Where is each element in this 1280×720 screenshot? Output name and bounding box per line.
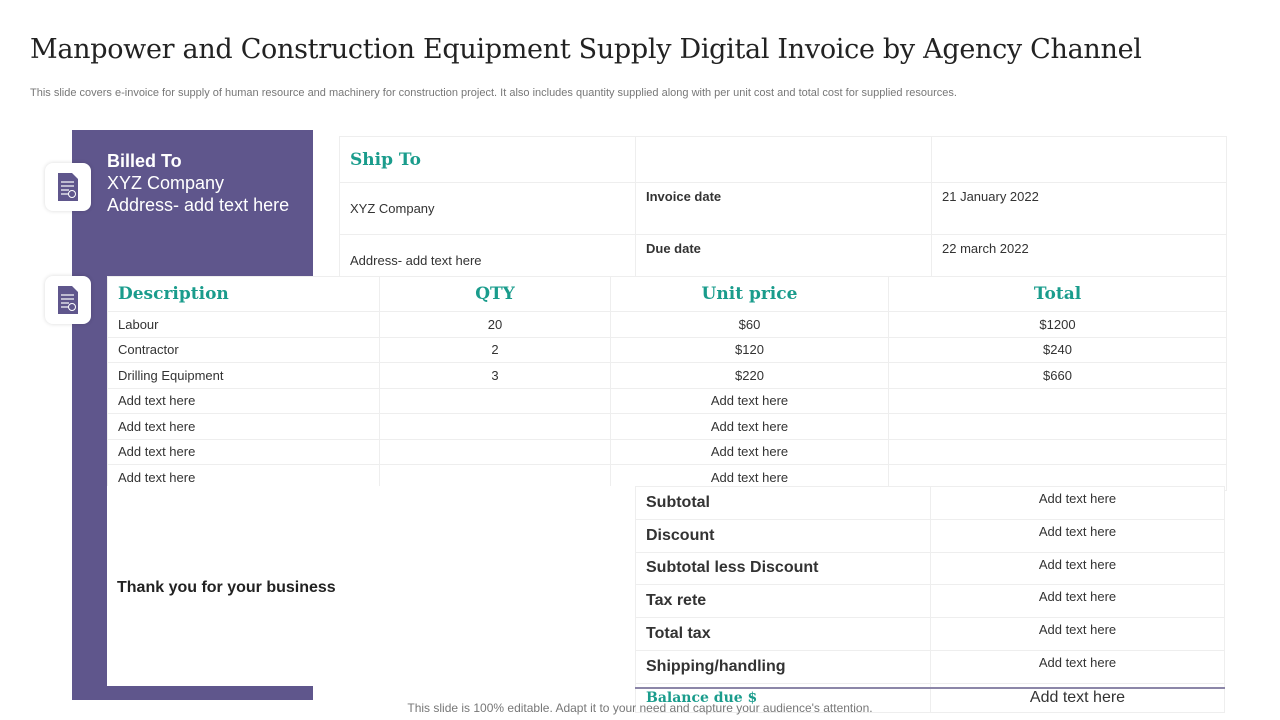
cell-total	[888, 387, 1227, 414]
cell-description: Add text here	[107, 387, 380, 414]
document-icon	[45, 163, 91, 211]
summary-label: Subtotal less Discount	[635, 551, 931, 586]
billed-company: XYZ Company	[107, 173, 225, 193]
summary-label: Discount	[635, 518, 931, 553]
summary-row: Subtotal less Discount Add text here	[635, 551, 1225, 586]
ship-table: Ship To XYZ Company Invoice date 21 Januar…	[339, 136, 1227, 287]
cell-description: Contractor	[107, 336, 380, 363]
cell-description: Drilling Equipment	[107, 362, 380, 389]
cell-unit-price: Add text here	[610, 387, 889, 414]
summary-row: Tax rete Add text here	[635, 584, 1225, 619]
summary-row: Subtotal Add text here	[635, 486, 1225, 520]
cell-total	[888, 413, 1227, 440]
summary-value: Add text here	[930, 649, 1225, 684]
summary-label: Subtotal	[635, 486, 931, 520]
header-description: Description	[107, 276, 380, 312]
document-icon	[45, 276, 91, 324]
summary-value: Add text here	[930, 486, 1225, 520]
summary-label: Total tax	[635, 617, 931, 651]
summary-row: Total tax Add text here	[635, 617, 1225, 651]
table-row: Labour 20 $60 $1200	[107, 311, 1227, 338]
summary-row: Shipping/handling Add text here	[635, 649, 1225, 684]
summary-table: Subtotal Add text here Discount Add text he…	[635, 486, 1225, 713]
billed-to: Billed To XYZ Company Address- add text …	[107, 150, 289, 216]
summary-value: Add text here	[930, 518, 1225, 553]
billed-address: Address- add text here	[107, 195, 290, 215]
thanks-box: Thank you for your business	[107, 486, 636, 686]
header-unit-price: Unit price	[610, 276, 889, 312]
ship-heading: Ship To	[339, 136, 636, 183]
summary-value: Add text here	[930, 584, 1225, 619]
cell-qty: 3	[379, 362, 611, 389]
invoice-date-label: Invoice date	[635, 182, 932, 235]
summary-label: Shipping/handling	[635, 649, 931, 684]
cell-unit-price: $120	[610, 336, 889, 363]
table-row: Add text here Add text here	[107, 413, 1227, 440]
cell-qty: 20	[379, 311, 611, 338]
table-row: Add text here Add text here	[107, 438, 1227, 465]
cell-qty	[379, 438, 611, 465]
cell-total: $660	[888, 362, 1227, 389]
summary-label: Tax rete	[635, 584, 931, 619]
cell-unit-price: Add text here	[610, 413, 889, 440]
table-row: Add text here Add text here	[107, 387, 1227, 414]
header-total: Total	[888, 276, 1227, 312]
divider	[635, 687, 1225, 689]
cell-description: Add text here	[107, 413, 380, 440]
cell-qty: 2	[379, 336, 611, 363]
page-title: Manpower and Construction Equipment Supp…	[30, 34, 1142, 65]
summary-row: Discount Add text here	[635, 518, 1225, 553]
thanks-text: Thank you for your business	[117, 579, 336, 596]
cell-description: Add text here	[107, 438, 380, 465]
cell-unit-price: $220	[610, 362, 889, 389]
cell-qty	[379, 387, 611, 414]
cell-total	[888, 438, 1227, 465]
items-table: Description QTY Unit price Total Labour 2…	[107, 276, 1227, 491]
summary-value: Add text here	[930, 617, 1225, 651]
footer-note: This slide is 100% editable. Adapt it to…	[407, 701, 873, 715]
cell-total: $1200	[888, 311, 1227, 338]
page-subtitle: This slide covers e-invoice for supply o…	[30, 87, 957, 99]
ship-company: XYZ Company	[339, 182, 636, 235]
header-qty: QTY	[379, 276, 611, 312]
cell-unit-price: $60	[610, 311, 889, 338]
table-row: Contractor 2 $120 $240	[107, 336, 1227, 363]
billed-heading: Billed To	[107, 151, 182, 171]
summary-value: Add text here	[930, 551, 1225, 586]
cell-description: Labour	[107, 311, 380, 338]
cell-total: $240	[888, 336, 1227, 363]
table-row: Drilling Equipment 3 $220 $660	[107, 362, 1227, 389]
cell-unit-price: Add text here	[610, 438, 889, 465]
cell-qty	[379, 413, 611, 440]
invoice-date: 21 January 2022	[931, 182, 1227, 235]
